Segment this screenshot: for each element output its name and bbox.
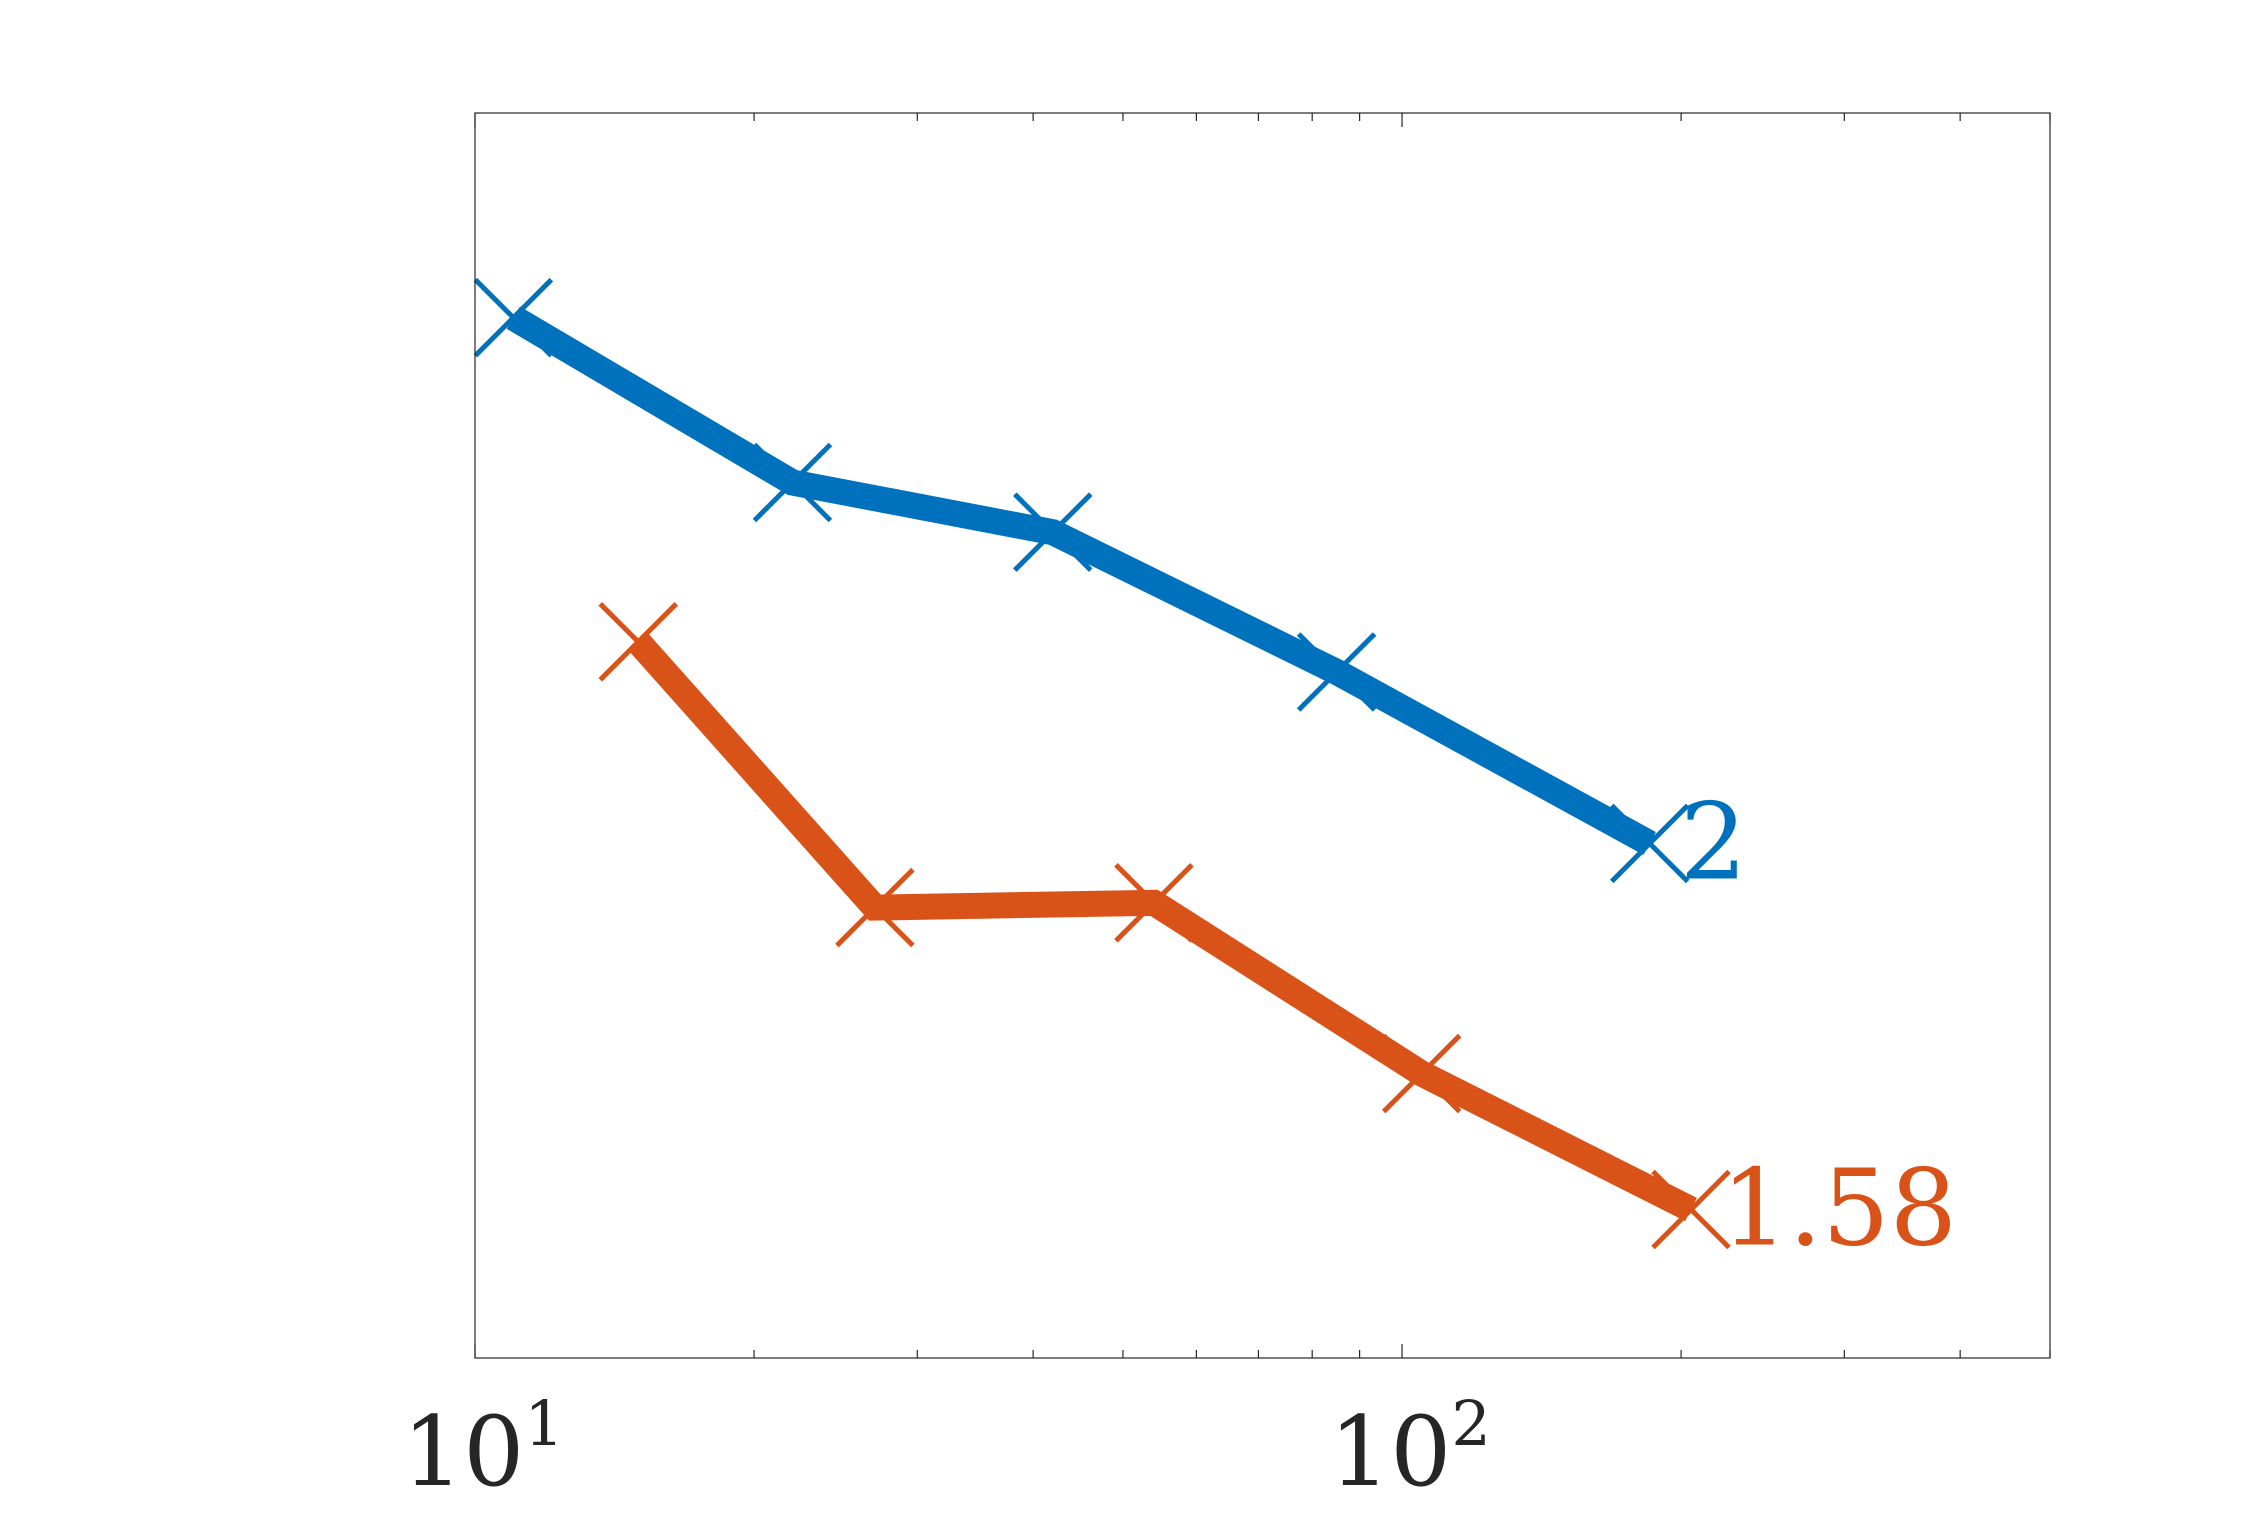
series-2-end-label: 1.58: [1721, 1146, 1957, 1269]
plot-frame: [474, 112, 2051, 1359]
marker-stroke: [1296, 632, 1377, 712]
x-tick-label: 101: [402, 1387, 564, 1508]
marker-stroke: [1381, 1033, 1462, 1114]
series-layer: 21.58: [473, 277, 1957, 1269]
x-minor-ticks: [474, 113, 2051, 1358]
marker-stroke: [752, 442, 833, 523]
series-1-end-label: 2: [1680, 780, 1747, 903]
marker-stroke: [1114, 863, 1194, 943]
x-tick-label: 102: [1329, 1387, 1491, 1508]
x-tick-labels: 101 102: [402, 1387, 1491, 1508]
series-1-point: [1013, 492, 1093, 572]
series-1-point: [1296, 632, 1377, 712]
series-2-point: [1381, 1033, 1462, 1114]
series-1-point: [473, 277, 554, 358]
marker-stroke: [473, 277, 554, 358]
marker-stroke: [598, 602, 679, 682]
marker-stroke: [835, 867, 915, 948]
marker-stroke: [1013, 492, 1093, 572]
series-2-point: [598, 602, 679, 682]
series-1-point: [752, 442, 833, 523]
series-2-point: [1114, 863, 1194, 943]
series-1-point: [1609, 803, 1690, 884]
series-2-point: [835, 867, 915, 948]
series-2-point: [1651, 1169, 1731, 1250]
marker-stroke: [1609, 803, 1690, 884]
marker-stroke: [1651, 1169, 1731, 1250]
